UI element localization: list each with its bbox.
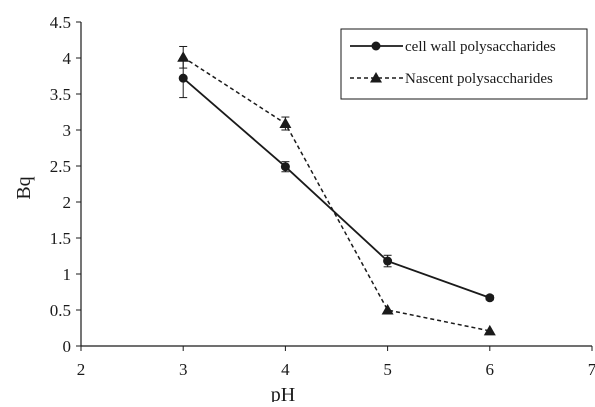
series-1 — [178, 58, 495, 303]
x-tick-label: 7 — [588, 360, 595, 379]
data-point — [383, 256, 393, 266]
x-tick-label: 2 — [77, 360, 86, 379]
series-2 — [177, 45, 496, 336]
y-tick-label: 1.5 — [50, 229, 71, 248]
x-axis-label: pH — [271, 384, 295, 402]
series-layer — [177, 45, 496, 336]
series-1-line — [182, 77, 491, 299]
series-2-line — [182, 56, 490, 332]
data-point — [280, 162, 290, 172]
y-tick-label: 4 — [63, 49, 72, 68]
legend-swatch-marker — [371, 41, 381, 51]
legend-swatch-marker — [370, 72, 382, 83]
data-point — [279, 117, 292, 129]
data-point — [485, 293, 495, 303]
y-tick-label: 2.5 — [50, 157, 71, 176]
data-point — [178, 73, 188, 83]
tick-labels: 0 0.5 1 1.5 2 2.5 3 3.5 4 4.5 2 3 4 5 6 7 — [50, 13, 595, 379]
legend-label-series-2: Nascent polysaccharides — [405, 71, 553, 87]
y-tick-label: 0 — [63, 337, 72, 356]
legend: cell wall polysaccharides Nascent polysa… — [340, 28, 588, 100]
legend-label-series-1: cell wall polysaccharides — [405, 39, 556, 55]
y-tick-label: 1 — [63, 265, 72, 284]
y-tick-label: 3 — [63, 121, 72, 140]
y-tick-label: 0.5 — [50, 301, 71, 320]
y-tick-label: 4.5 — [50, 13, 71, 32]
data-point — [177, 51, 190, 62]
legend-entries — [350, 41, 403, 83]
x-tick-label: 4 — [281, 360, 290, 379]
y-tick-label: 3.5 — [50, 85, 71, 104]
x-tick-label: 5 — [383, 360, 392, 379]
y-axis-label: Bq — [13, 176, 35, 199]
x-tick-label: 3 — [179, 360, 188, 379]
data-point — [483, 324, 496, 336]
legend-box — [340, 28, 588, 100]
data-point — [381, 304, 394, 315]
y-tick-label: 2 — [63, 193, 72, 212]
axes — [76, 21, 593, 351]
x-tick-label: 6 — [486, 360, 495, 379]
